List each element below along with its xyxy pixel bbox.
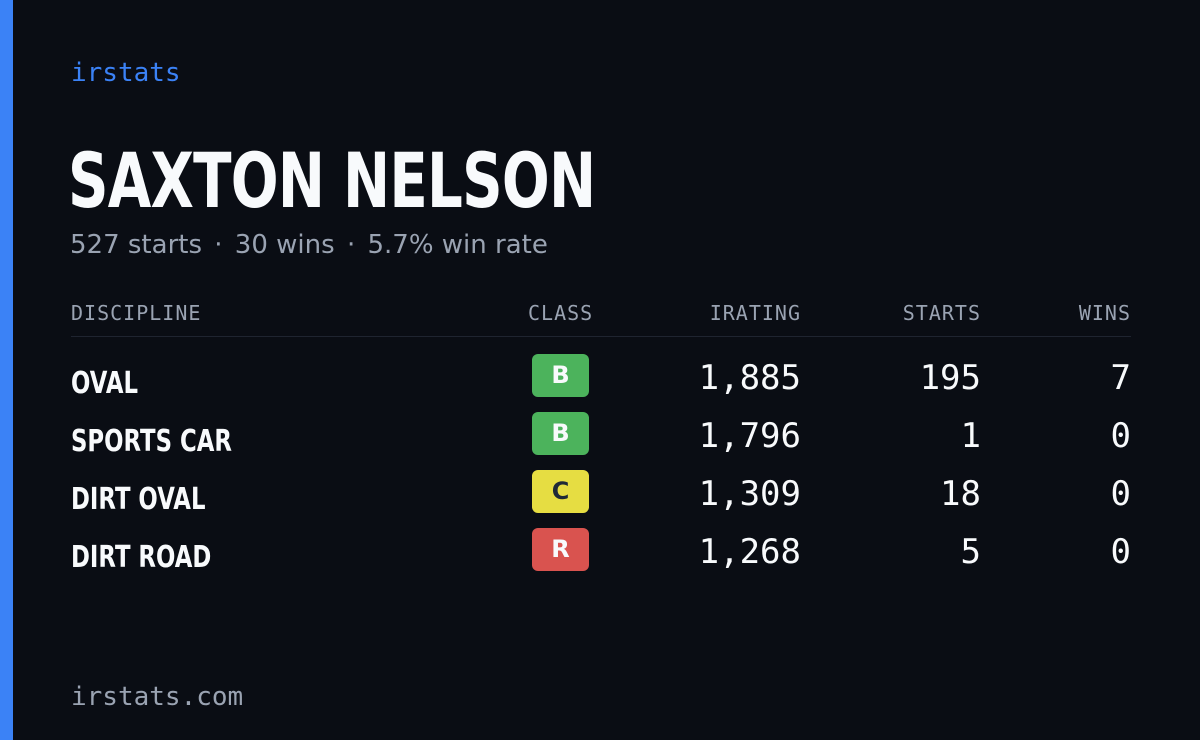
summary-win-rate: 5.7% win rate: [367, 230, 548, 260]
driver-name: SAXTON NELSON: [68, 136, 596, 225]
table-row: DIRT ROAD R 1,268 5 0: [71, 526, 1131, 584]
starts-value: 1: [960, 416, 981, 456]
table-row: SPORTS CAR B 1,796 1 0: [71, 410, 1131, 468]
header-discipline: DISCIPLINE: [71, 301, 202, 325]
table-row: OVAL B 1,885 195 7: [71, 352, 1131, 410]
license-table: DISCIPLINE CLASS IRATING STARTS WINS OVA…: [71, 300, 1131, 575]
wins-value: 0: [1110, 532, 1131, 572]
irating-value: 1,796: [698, 416, 801, 456]
irating-value: 1,268: [698, 532, 801, 572]
discipline-name: SPORTS CAR: [71, 424, 232, 459]
table-body: OVAL B 1,885 195 7 SPORTS CAR B 1,796 1 …: [71, 352, 1131, 584]
starts-value: 195: [919, 358, 981, 398]
discipline-name: OVAL: [71, 366, 139, 401]
summary-separator: ·: [214, 230, 223, 260]
class-badge: B: [532, 354, 589, 397]
wins-value: 0: [1110, 474, 1131, 514]
driver-summary: 527 starts · 30 wins · 5.7% win rate: [70, 228, 548, 262]
irating-value: 1,309: [698, 474, 801, 514]
header-irating: IRATING: [709, 301, 801, 325]
class-badge: C: [532, 470, 589, 513]
footer-site-url: irstats.com: [71, 682, 244, 712]
class-badge: R: [532, 528, 589, 571]
discipline-name: DIRT ROAD: [71, 540, 212, 575]
brand-logo-text: irstats: [71, 58, 181, 88]
summary-separator: ·: [346, 230, 356, 260]
wins-value: 0: [1110, 416, 1131, 456]
accent-bar: [0, 0, 13, 740]
starts-value: 5: [960, 532, 981, 572]
irating-value: 1,885: [698, 358, 801, 398]
header-wins: WINS: [1078, 301, 1131, 325]
wins-value: 7: [1110, 358, 1131, 398]
summary-starts: 527 starts: [70, 230, 202, 260]
table-header: DISCIPLINE CLASS IRATING STARTS WINS: [71, 300, 1131, 337]
summary-wins: 30 wins: [234, 230, 335, 260]
header-class: CLASS: [528, 301, 594, 325]
discipline-name: DIRT OVAL: [71, 482, 206, 517]
header-starts: STARTS: [902, 301, 981, 325]
starts-value: 18: [940, 474, 981, 514]
class-badge: B: [532, 412, 589, 455]
table-row: DIRT OVAL C 1,309 18 0: [71, 468, 1131, 526]
